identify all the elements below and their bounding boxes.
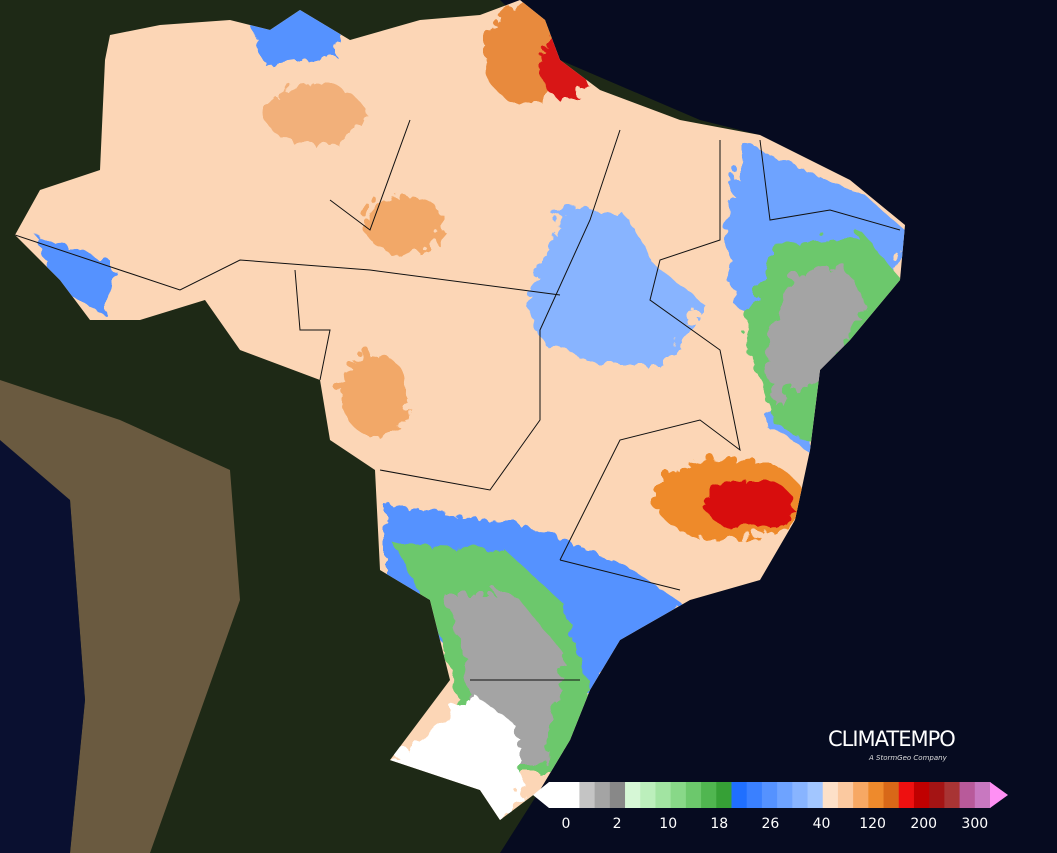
legend-arrow-low xyxy=(533,782,549,808)
legend-label: 300 xyxy=(961,816,988,832)
legend-swatch xyxy=(594,782,611,808)
andes xyxy=(0,380,240,853)
legend-swatch xyxy=(853,782,869,808)
legend-swatch xyxy=(564,782,580,808)
legend-swatch xyxy=(625,782,641,808)
legend-swatch xyxy=(944,782,961,808)
legend-swatch xyxy=(746,782,763,808)
legend-label: 2 xyxy=(613,816,622,832)
legend-swatch xyxy=(716,782,732,808)
legend-swatch xyxy=(670,782,687,808)
legend-label: 10 xyxy=(659,816,677,832)
legend-swatch xyxy=(640,782,656,808)
legend-swatch xyxy=(868,782,885,808)
legend-label: 18 xyxy=(710,816,728,832)
legend-swatch xyxy=(761,782,778,808)
legend-swatch xyxy=(731,782,748,808)
legend-swatch xyxy=(609,782,626,808)
legend-swatch xyxy=(792,782,809,808)
legend-swatch xyxy=(837,782,854,808)
legend-label: 200 xyxy=(910,816,937,832)
logo-tagline: A StormGeo Company xyxy=(868,754,948,762)
legend-label: 26 xyxy=(761,816,779,832)
legend-swatch xyxy=(685,782,702,808)
legend-swatch xyxy=(913,782,930,808)
legend-swatch xyxy=(898,782,915,808)
fields xyxy=(30,0,905,820)
legend: 0 2 10 18 26 40 120 200 300 xyxy=(533,782,1008,832)
state-borders xyxy=(15,119,901,681)
legend-label: 0 xyxy=(562,816,571,832)
legend-swatch xyxy=(701,782,717,808)
legend-arrow-high xyxy=(990,782,1008,808)
pacific xyxy=(0,440,85,853)
logo: CLIMATEMPO xyxy=(828,727,955,751)
legend-label: 40 xyxy=(813,816,831,832)
legend-swatch xyxy=(777,782,793,808)
legend-label: 120 xyxy=(859,816,886,832)
legend-swatch xyxy=(549,782,565,808)
legend-swatch xyxy=(822,782,839,808)
legend-swatch xyxy=(579,782,596,808)
legend-swatch xyxy=(974,782,991,808)
legend-swatch xyxy=(883,782,900,808)
legend-swatch xyxy=(929,782,945,808)
legend-swatch xyxy=(807,782,824,808)
legend-swatch xyxy=(959,782,976,808)
legend-swatch xyxy=(655,782,672,808)
